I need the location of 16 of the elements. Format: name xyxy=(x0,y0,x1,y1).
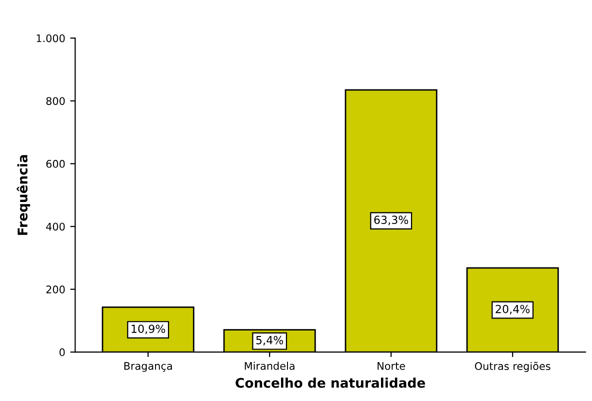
y-tick-label: 200 xyxy=(46,286,65,294)
y-tick-label: 0 xyxy=(60,348,65,356)
annotation: 10,9% xyxy=(132,324,166,334)
x-tick-label: Outras regiões xyxy=(474,362,550,372)
x-axis-title: Concelho de naturalidade xyxy=(236,378,426,388)
y-tick-label: 1.000 xyxy=(36,34,65,42)
y-tick-label: 600 xyxy=(46,160,65,168)
annotation: 5,4% xyxy=(256,336,284,346)
x-tick-label: Mirandela xyxy=(244,362,294,370)
y-tick-label: 400 xyxy=(46,222,65,231)
x-tick-label: Norte xyxy=(378,362,405,370)
y-tick-label: 800 xyxy=(46,97,65,105)
y-axis-title: Frequência xyxy=(16,155,30,235)
x-tick-label: Bragança xyxy=(124,362,172,372)
annotation: 20,4% xyxy=(496,304,530,314)
annotation: 63,3% xyxy=(374,216,408,226)
